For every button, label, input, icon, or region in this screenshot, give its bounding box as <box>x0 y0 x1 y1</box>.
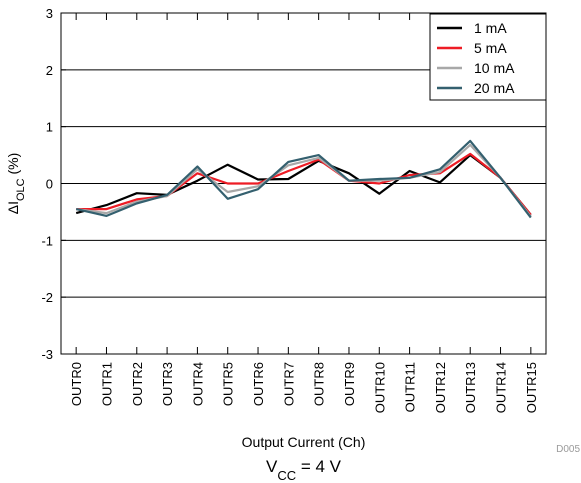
x-tick-label: OUTR8 <box>312 362 327 406</box>
y-tick-label: -1 <box>41 233 53 248</box>
series-line <box>76 152 532 216</box>
y-tick-label: 3 <box>46 6 53 21</box>
series-line <box>75 154 532 216</box>
y-axis-title-sub: OLC <box>15 178 27 201</box>
x-tick-label: OUTR12 <box>433 362 448 413</box>
x-tick-label: OUTR13 <box>463 362 478 413</box>
y-tick-label: 0 <box>46 177 53 192</box>
caption-sub: CC <box>277 468 296 483</box>
legend-label: 1 mA <box>474 20 507 36</box>
x-tick-label: OUTR2 <box>130 362 145 406</box>
x-tick-label: OUTR4 <box>190 362 205 406</box>
y-tick-label: -3 <box>41 347 53 362</box>
x-tick-label: OUTR15 <box>524 362 539 413</box>
x-tick-label: OUTR3 <box>160 362 175 406</box>
y-tick-label: 1 <box>46 120 53 135</box>
y-axis-title-main: ΔI <box>5 201 21 214</box>
caption-rest: = 4 V <box>296 457 342 476</box>
legend: 1 mA 5 mA 10 mA 20 mA <box>429 13 547 101</box>
x-tick-label: OUTR14 <box>494 362 509 413</box>
x-tick-label: OUTR10 <box>372 362 387 413</box>
x-tick-label: OUTR1 <box>99 362 114 406</box>
gridlines <box>61 69 546 298</box>
series-line <box>76 143 532 218</box>
y-tick-label: 2 <box>46 63 53 78</box>
legend-label: 20 mA <box>474 80 515 96</box>
y-tick-marks <box>61 12 66 355</box>
y-tick-labels: -3 -2 -1 0 1 2 3 <box>41 6 53 362</box>
series-line <box>75 139 532 219</box>
legend-label: 5 mA <box>474 40 507 56</box>
chart-caption: VCC = 4 V <box>266 457 342 483</box>
y-tick-label: -2 <box>41 290 53 305</box>
series-lines <box>75 139 532 219</box>
x-tick-label: OUTR7 <box>281 362 296 406</box>
x-tick-label: OUTR0 <box>69 362 84 406</box>
x-tick-label: OUTR6 <box>251 362 266 406</box>
caption-main: V <box>266 457 278 476</box>
x-tick-label: OUTR9 <box>342 362 357 406</box>
figure-code: D005 <box>556 444 580 455</box>
plot-frame <box>60 12 547 355</box>
x-tick-labels: OUTR0 OUTR1 OUTR2 OUTR3 OUTR4 OUTR5 OUTR6 OUTR7… <box>69 362 539 413</box>
x-tick-label: OUTR11 <box>403 362 418 412</box>
y-axis-title-unit: (%) <box>5 153 21 179</box>
x-tick-label: OUTR5 <box>221 362 236 406</box>
legend-label: 10 mA <box>474 60 515 76</box>
x-axis-title: Output Current (Ch) <box>242 434 366 450</box>
y-axis-title: ΔIOLC (%) <box>5 153 27 215</box>
